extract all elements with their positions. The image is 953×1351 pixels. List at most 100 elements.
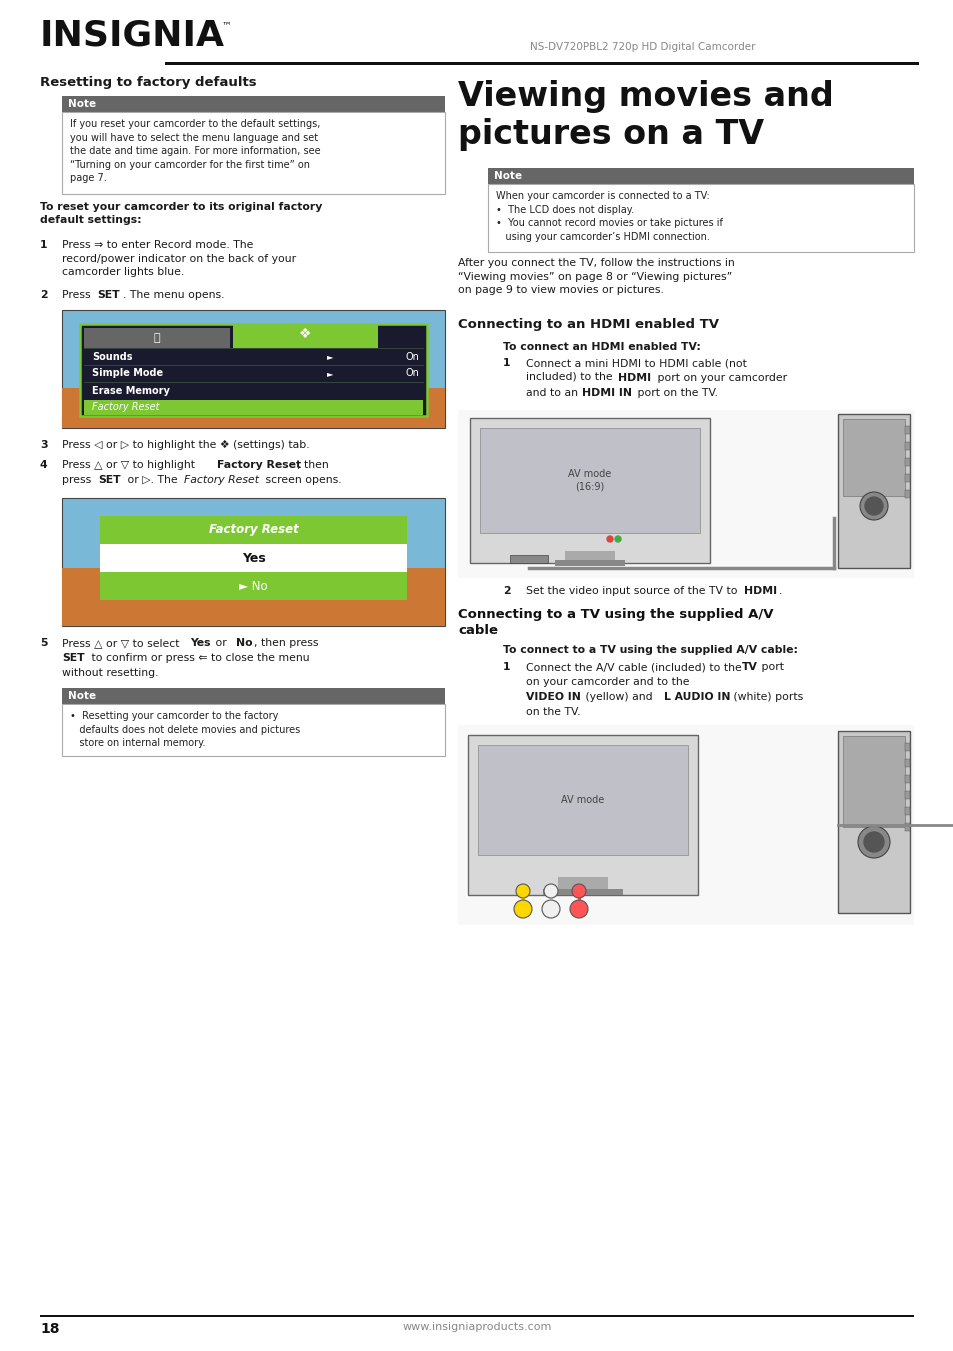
Bar xyxy=(542,889,622,894)
Text: 3: 3 xyxy=(40,440,48,450)
Bar xyxy=(468,735,698,894)
Text: Factory Reset: Factory Reset xyxy=(184,476,258,485)
Text: ►: ► xyxy=(326,353,333,361)
Text: port on your camcorder: port on your camcorder xyxy=(654,373,786,382)
Text: HDMI IN: HDMI IN xyxy=(581,388,631,399)
Text: 2: 2 xyxy=(40,290,48,300)
Text: Factory Reset: Factory Reset xyxy=(209,523,298,536)
Bar xyxy=(904,490,909,499)
Bar xyxy=(510,555,547,563)
Text: NS-DV720PBL2 720p HD Digital Camcorder: NS-DV720PBL2 720p HD Digital Camcorder xyxy=(530,42,755,51)
Bar xyxy=(62,567,444,626)
Text: (yellow) and: (yellow) and xyxy=(581,692,656,703)
Text: After you connect the TV, follow the instructions in
“Viewing movies” on page 8 : After you connect the TV, follow the ins… xyxy=(457,258,734,296)
Text: Note: Note xyxy=(68,99,96,109)
Text: No: No xyxy=(235,638,253,648)
Text: When your camcorder is connected to a TV:
•  The LCD does not display.
•  You ca: When your camcorder is connected to a TV… xyxy=(496,190,722,242)
Text: Erase Memory: Erase Memory xyxy=(91,385,170,396)
Bar xyxy=(62,309,444,428)
Text: SET: SET xyxy=(98,476,120,485)
Text: (white) ports: (white) ports xyxy=(729,692,802,703)
Bar xyxy=(100,516,406,544)
Text: AV mode
(16:9): AV mode (16:9) xyxy=(568,469,611,492)
Bar xyxy=(904,823,909,831)
Text: To reset your camcorder to its original factory
default settings:: To reset your camcorder to its original … xyxy=(40,203,322,226)
Circle shape xyxy=(541,900,559,917)
Text: Factory Reset: Factory Reset xyxy=(91,403,159,412)
Text: and to an: and to an xyxy=(525,388,581,399)
Bar xyxy=(457,725,913,925)
Text: or ▷. The: or ▷. The xyxy=(124,476,181,485)
Text: Sounds: Sounds xyxy=(91,351,132,362)
Circle shape xyxy=(543,884,558,898)
Circle shape xyxy=(864,497,882,515)
Bar xyxy=(488,168,913,184)
Text: Yes: Yes xyxy=(190,638,211,648)
Text: Press △ or ▽ to select: Press △ or ▽ to select xyxy=(62,638,183,648)
Text: SET: SET xyxy=(62,653,85,663)
Text: , then press: , then press xyxy=(253,638,318,648)
Bar xyxy=(555,561,624,566)
Text: Press △ or ▽ to highlight: Press △ or ▽ to highlight xyxy=(62,459,198,470)
Text: 18: 18 xyxy=(40,1323,59,1336)
Text: on your camcorder and to the: on your camcorder and to the xyxy=(525,677,689,688)
Bar xyxy=(62,388,444,428)
Bar xyxy=(904,458,909,466)
Bar xyxy=(837,413,909,567)
Text: Viewing movies and: Viewing movies and xyxy=(457,80,833,113)
Text: ❖: ❖ xyxy=(299,327,312,340)
Text: Press ⇒ to enter Record mode. The
record/power indicator on the back of your
cam: Press ⇒ to enter Record mode. The record… xyxy=(62,240,295,277)
Bar xyxy=(80,324,427,416)
Text: On: On xyxy=(405,351,418,362)
Text: without resetting.: without resetting. xyxy=(62,667,158,678)
Text: . The menu opens.: . The menu opens. xyxy=(123,290,224,300)
Text: INSIGNIA: INSIGNIA xyxy=(40,18,225,51)
Bar xyxy=(62,112,444,195)
Bar xyxy=(182,373,262,403)
Bar xyxy=(470,417,709,563)
Text: If you reset your camcorder to the default settings,
you will have to select the: If you reset your camcorder to the defau… xyxy=(70,119,320,184)
Text: www.insigniaproducts.com: www.insigniaproducts.com xyxy=(402,1323,551,1332)
Text: Factory Reset: Factory Reset xyxy=(216,459,301,470)
Text: Press ◁ or ▷ to highlight the ❖ (settings) tab.: Press ◁ or ▷ to highlight the ❖ (setting… xyxy=(62,440,310,450)
Bar xyxy=(904,775,909,784)
Text: press: press xyxy=(62,476,94,485)
Circle shape xyxy=(615,536,620,542)
Text: or: or xyxy=(212,638,230,648)
Bar xyxy=(100,571,406,600)
Text: 🎥: 🎥 xyxy=(153,332,160,343)
Bar xyxy=(842,419,904,496)
Bar xyxy=(904,474,909,482)
Bar xyxy=(62,688,444,704)
Bar xyxy=(62,96,444,112)
Text: On: On xyxy=(405,369,418,378)
Text: Yes: Yes xyxy=(241,551,265,565)
Bar xyxy=(62,499,444,626)
Circle shape xyxy=(857,825,889,858)
Text: Connect a mini HDMI to HDMI cable (not
included) to the: Connect a mini HDMI to HDMI cable (not i… xyxy=(525,358,746,381)
Text: on the TV.: on the TV. xyxy=(525,707,579,717)
Text: Connect the A/V cable (included) to the: Connect the A/V cable (included) to the xyxy=(525,662,744,671)
Text: Note: Note xyxy=(494,172,521,181)
Text: 1: 1 xyxy=(502,358,510,367)
Text: port: port xyxy=(758,662,783,671)
Text: Resetting to factory defaults: Resetting to factory defaults xyxy=(40,76,256,89)
Bar xyxy=(84,328,230,349)
Circle shape xyxy=(516,884,530,898)
Circle shape xyxy=(863,832,883,852)
Text: screen opens.: screen opens. xyxy=(262,476,341,485)
Bar xyxy=(62,704,444,757)
Text: ►: ► xyxy=(326,369,333,378)
Bar xyxy=(904,442,909,450)
Text: Simple Mode: Simple Mode xyxy=(91,369,163,378)
Bar xyxy=(904,807,909,815)
Bar xyxy=(40,1315,913,1317)
Bar xyxy=(904,743,909,751)
Bar xyxy=(904,790,909,798)
Text: port on the TV.: port on the TV. xyxy=(634,388,718,399)
Bar xyxy=(564,551,615,563)
Text: .: . xyxy=(779,586,781,596)
Text: L AUDIO IN: L AUDIO IN xyxy=(663,692,730,703)
Text: Connecting to an HDMI enabled TV: Connecting to an HDMI enabled TV xyxy=(457,317,719,331)
Bar xyxy=(904,426,909,434)
